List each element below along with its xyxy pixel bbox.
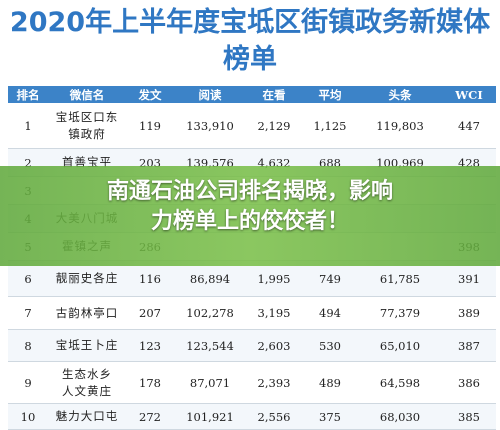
headline-banner-text: 南通石油公司排名揭晓，影响 力榜单上的佼佼者！ [0, 177, 500, 237]
cell-posts: 116 [126, 260, 174, 297]
cell-looking: 1,995 [246, 260, 302, 297]
cell-name: 古韵林亭口 [48, 296, 126, 330]
header-wci: WCI [442, 86, 496, 103]
header-name: 微信名 [48, 86, 126, 103]
cell-headline: 119,803 [358, 103, 442, 149]
cell-name: 生态水乡 人文黄庄 [48, 361, 126, 404]
cell-wci: 387 [442, 329, 496, 362]
table-header-row: 排名 微信名 发文 阅读 在看 平均 头条 WCI [8, 86, 496, 103]
page-title: 2020年上半年度宝坻区街镇政务新媒体 榜单 [0, 4, 500, 78]
cell-reads: 123,544 [174, 329, 246, 362]
table-row: 7 古韵林亭口 207 102,278 3,195 494 77,379 389 [8, 296, 496, 330]
cell-name: 宝坻王卜庄 [48, 329, 126, 362]
cell-looking: 3,195 [246, 296, 302, 330]
table-row: 8 宝坻王卜庄 123 123,544 2,603 530 65,010 387 [8, 329, 496, 362]
cell-posts: 119 [126, 103, 174, 149]
cell-reads: 102,278 [174, 296, 246, 330]
cell-avg: 494 [302, 296, 358, 330]
title-line-2: 榜单 [223, 44, 277, 75]
cell-avg: 489 [302, 361, 358, 404]
cell-posts: 178 [126, 361, 174, 404]
cell-reads: 86,894 [174, 260, 246, 297]
header-headline: 头条 [358, 86, 442, 103]
cell-name: 宝坻区口东 镇政府 [48, 103, 126, 149]
table-row: 10 魅力大口屯 272 101,921 2,556 375 68,030 385 [8, 403, 496, 430]
cell-looking: 2,603 [246, 329, 302, 362]
table-row: 1 宝坻区口东 镇政府 119 133,910 2,129 1,125 119,803 447 [8, 103, 496, 149]
account-name-line-1: 首善宝平 [62, 155, 112, 169]
banner-line-2: 力榜单上的佼佼者！ [150, 209, 349, 234]
header-reads: 阅读 [174, 86, 246, 103]
cell-avg: 1,125 [302, 103, 358, 149]
cell-reads: 87,071 [174, 361, 246, 404]
cell-headline: 61,785 [358, 260, 442, 297]
cell-rank: 1 [8, 103, 48, 149]
header-looking: 在看 [246, 86, 302, 103]
cell-wci: 386 [442, 361, 496, 404]
cell-avg: 749 [302, 260, 358, 297]
cell-looking: 2,556 [246, 403, 302, 430]
cell-wci: 391 [442, 260, 496, 297]
account-name-line-1: 生态水乡 [62, 366, 112, 381]
cell-looking: 2,129 [246, 103, 302, 149]
cell-rank: 8 [8, 329, 48, 362]
cell-avg: 530 [302, 329, 358, 362]
cell-posts: 207 [126, 296, 174, 330]
cell-headline: 65,010 [358, 329, 442, 362]
cell-rank: 7 [8, 296, 48, 330]
header-rank: 排名 [8, 86, 48, 103]
cell-rank: 9 [8, 361, 48, 404]
cell-rank: 6 [8, 260, 48, 297]
header-avg: 平均 [302, 86, 358, 103]
account-name-line-1: 魅力大口屯 [55, 409, 119, 423]
cell-wci: 447 [442, 103, 496, 149]
title-line-1: 2020年上半年度宝坻区街镇政务新媒体 [9, 7, 491, 38]
account-name-line-1: 宝坻区口东 [55, 109, 119, 124]
cell-looking: 2,393 [246, 361, 302, 404]
cell-reads: 133,910 [174, 103, 246, 149]
account-name-line-1: 靓丽史各庄 [55, 271, 119, 285]
headline-banner [0, 166, 500, 266]
cell-avg: 375 [302, 403, 358, 430]
cell-wci: 385 [442, 403, 496, 430]
account-name-line-2: 镇政府 [68, 126, 106, 141]
banner-line-1: 南通石油公司排名揭晓，影响 [106, 179, 393, 204]
cell-name: 魅力大口屯 [48, 403, 126, 430]
cell-headline: 68,030 [358, 403, 442, 430]
cell-posts: 272 [126, 403, 174, 430]
cell-posts: 123 [126, 329, 174, 362]
table-row: 6 靓丽史各庄 116 86,894 1,995 749 61,785 391 [8, 260, 496, 297]
cell-reads: 101,921 [174, 403, 246, 430]
cell-rank: 10 [8, 403, 48, 430]
cell-headline: 77,379 [358, 296, 442, 330]
cell-headline: 64,598 [358, 361, 442, 404]
cell-name: 靓丽史各庄 [48, 260, 126, 297]
header-posts: 发文 [126, 86, 174, 103]
account-name-line-1: 古韵林亭口 [55, 305, 119, 320]
account-name-line-2: 人文黄庄 [62, 383, 112, 398]
cell-wci: 389 [442, 296, 496, 330]
table-row: 9 生态水乡 人文黄庄 178 87,071 2,393 489 64,598 386 [8, 361, 496, 404]
account-name-line-1: 宝坻王卜庄 [55, 338, 119, 352]
